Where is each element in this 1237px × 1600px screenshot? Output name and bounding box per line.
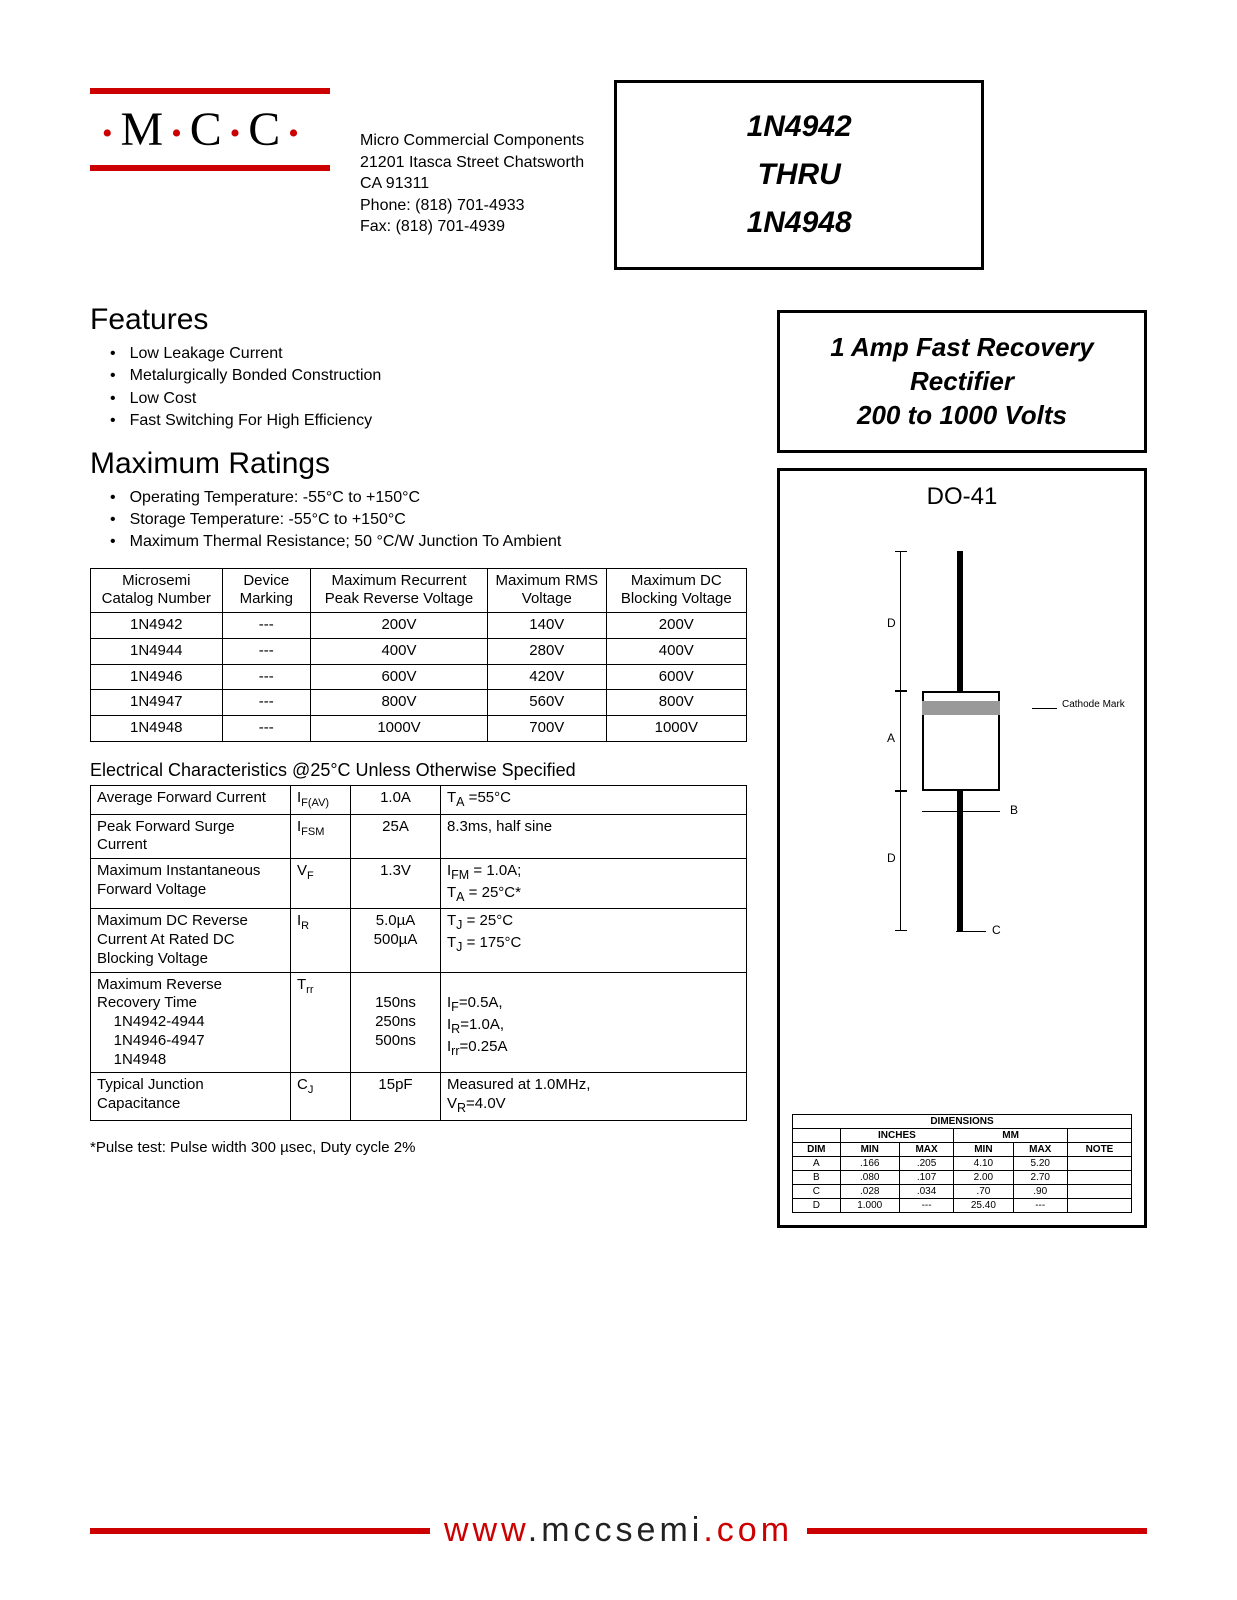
col-header: Device Marking <box>222 568 310 613</box>
table-row: C.028.034.70.90 <box>793 1185 1132 1199</box>
table-row: D1.000---25.40--- <box>793 1199 1132 1213</box>
cathode-label: Cathode Mark <box>1062 699 1125 710</box>
feature-item: Fast Switching For High Efficiency <box>110 410 747 432</box>
package-diagram: D A B Cathode Mark D C <box>792 531 1132 961</box>
company-addr1: 21201 Itasca Street Chatsworth <box>360 152 584 174</box>
lead-bottom <box>957 791 963 931</box>
feature-item: Metalurgically Bonded Construction <box>110 365 747 387</box>
package-title: DO-41 <box>792 483 1132 511</box>
table-row: 1N4947---800V560V800V <box>91 690 747 716</box>
col-header: Maximum DC Blocking Voltage <box>606 568 746 613</box>
features-list: Low Leakage Current Metalurgically Bonde… <box>110 343 747 433</box>
logo: •M•C•C• <box>90 80 330 179</box>
part-thru: THRU <box>642 151 956 199</box>
desc-line: Rectifier <box>790 365 1134 399</box>
features-title: Features <box>90 303 747 337</box>
company-fax: Fax: (818) 701-4939 <box>360 216 584 238</box>
rating-item: Operating Temperature: -55°C to +150°C <box>110 487 747 509</box>
table-row: 1N4942---200V140V200V <box>91 613 747 639</box>
table-row: 1N4944---400V280V400V <box>91 638 747 664</box>
main-columns: Features Low Leakage Current Metalurgica… <box>90 295 1147 1228</box>
logo-text: •M•C•C• <box>90 102 330 157</box>
dim-a-label: A <box>887 731 895 745</box>
elec-title: Electrical Characteristics @25°C Unless … <box>90 760 747 781</box>
lead-top <box>957 551 963 691</box>
rating-item: Maximum Thermal Resistance; 50 °C/W Junc… <box>110 531 747 553</box>
package-box: DO-41 D A B Cathode Mark D C DIM <box>777 468 1147 1228</box>
dim-a-line <box>900 691 901 791</box>
cathode-leader <box>1032 708 1057 709</box>
part-number-box: 1N4942 THRU 1N4948 <box>614 80 984 270</box>
desc-line: 1 Amp Fast Recovery <box>790 331 1134 365</box>
description-box: 1 Amp Fast Recovery Rectifier 200 to 100… <box>777 310 1147 453</box>
maxratings-list: Operating Temperature: -55°C to +150°C S… <box>110 487 747 554</box>
dims-unit-row: INCHESMM <box>793 1129 1132 1143</box>
dim-b-line <box>922 811 1000 812</box>
footer-rule-left <box>90 1528 430 1534</box>
table-row: Typical Junction CapacitanceCJ15pFMeasur… <box>91 1073 747 1120</box>
dim-d-label: D <box>887 616 896 630</box>
table-row: Average Forward CurrentIF(AV)1.0ATA =55°… <box>91 785 747 814</box>
feature-item: Low Cost <box>110 388 747 410</box>
rating-item: Storage Temperature: -55°C to +150°C <box>110 509 747 531</box>
company-phone: Phone: (818) 701-4933 <box>360 195 584 217</box>
col-header: Microsemi Catalog Number <box>91 568 223 613</box>
cathode-band <box>922 701 1000 715</box>
table-row: 1N4946---600V420V600V <box>91 664 747 690</box>
dim-d-line <box>900 551 901 691</box>
table-row: Maximum DC Reverse Current At Rated DC B… <box>91 909 747 972</box>
desc-line: 200 to 1000 Volts <box>790 399 1134 433</box>
left-column: Features Low Leakage Current Metalurgica… <box>90 295 747 1228</box>
table-row: A.166.2054.105.20 <box>793 1157 1132 1171</box>
right-header: 1N4942 THRU 1N4948 <box>614 80 984 270</box>
company-addr2: CA 91311 <box>360 173 584 195</box>
table-row: B.080.1072.002.70 <box>793 1171 1132 1185</box>
footer-url: www.mccsemi.com <box>430 1511 807 1550</box>
dim-c-line <box>956 931 986 932</box>
feature-item: Low Leakage Current <box>110 343 747 365</box>
dim-b-label: B <box>1010 803 1018 817</box>
header-row: •M•C•C• Micro Commercial Components 2120… <box>90 80 1147 270</box>
dim-d2-label: D <box>887 851 896 865</box>
dim-d2-line <box>900 791 901 931</box>
ratings-header-row: Microsemi Catalog Number Device Marking … <box>91 568 747 613</box>
part-to: 1N4948 <box>642 199 956 247</box>
table-row: Maximum Reverse Recovery Time 1N4942-494… <box>91 972 747 1073</box>
ratings-table: Microsemi Catalog Number Device Marking … <box>90 568 747 742</box>
footer-rule-right <box>807 1528 1147 1534</box>
right-column: 1 Amp Fast Recovery Rectifier 200 to 100… <box>777 295 1147 1228</box>
dimensions-table: DIMENSIONS INCHESMM DIMMINMAXMINMAXNOTE … <box>792 1114 1132 1213</box>
dims-title: DIMENSIONS <box>793 1115 1132 1129</box>
part-from: 1N4942 <box>642 103 956 151</box>
pulse-note: *Pulse test: Pulse width 300 µsec, Duty … <box>90 1139 747 1156</box>
logo-rule-top <box>90 88 330 94</box>
table-row: Maximum Instantaneous Forward VoltageVF1… <box>91 859 747 909</box>
col-header: Maximum RMS Voltage <box>488 568 607 613</box>
company-info: Micro Commercial Components 21201 Itasca… <box>360 130 584 238</box>
company-name: Micro Commercial Components <box>360 130 584 152</box>
table-row: Peak Forward Surge CurrentIFSM25A8.3ms, … <box>91 814 747 859</box>
logo-rule-bottom <box>90 165 330 171</box>
dim-c-label: C <box>992 923 1001 937</box>
maxratings-title: Maximum Ratings <box>90 447 747 481</box>
dims-header-row: DIMMINMAXMINMAXNOTE <box>793 1143 1132 1157</box>
footer: www.mccsemi.com <box>90 1511 1147 1550</box>
elec-table: Average Forward CurrentIF(AV)1.0ATA =55°… <box>90 785 747 1121</box>
col-header: Maximum Recurrent Peak Reverse Voltage <box>311 568 488 613</box>
table-row: 1N4948---1000V700V1000V <box>91 716 747 742</box>
